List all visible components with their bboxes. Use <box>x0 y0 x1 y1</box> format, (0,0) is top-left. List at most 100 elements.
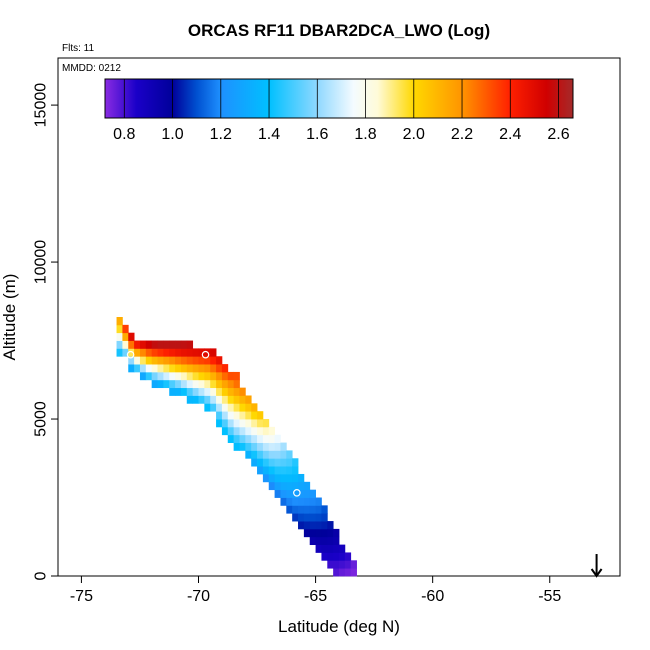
data-cell <box>186 348 194 357</box>
data-cell <box>327 521 334 530</box>
marker-group <box>126 350 301 497</box>
data-cell <box>145 340 153 349</box>
data-cell <box>157 356 164 365</box>
data-cell <box>163 371 170 381</box>
y-tick-label: 15000 <box>33 83 50 128</box>
colorbar-gradient <box>104 78 574 119</box>
data-cell <box>280 458 287 467</box>
data-cell <box>186 340 194 349</box>
data-cell <box>227 426 235 436</box>
data-cell <box>333 568 340 577</box>
chart-title: ORCAS RF11 DBAR2DCA_LWO (Log) <box>188 21 490 40</box>
data-cell <box>245 434 252 443</box>
data-cell <box>251 403 258 412</box>
data-cell <box>286 466 293 475</box>
data-cell <box>210 387 217 396</box>
x-axis-label: Latitude (deg N) <box>278 617 400 636</box>
data-cell <box>321 536 328 546</box>
x-tick-label: -70 <box>187 588 210 605</box>
data-cell <box>268 442 275 451</box>
data-cell <box>280 481 287 491</box>
data-cell <box>268 450 275 459</box>
data-cell <box>134 348 141 357</box>
data-cell <box>198 371 205 381</box>
data-cell <box>292 505 299 514</box>
data-cell <box>221 426 229 436</box>
data-cell <box>303 513 311 522</box>
data-cell <box>128 340 135 349</box>
data-cell <box>251 426 258 436</box>
data-cell <box>128 332 135 341</box>
data-cell <box>180 371 188 381</box>
colorbar-tick-label: 2.6 <box>547 126 569 143</box>
data-cell <box>169 340 176 349</box>
data-cell <box>309 497 316 506</box>
data-cell <box>157 379 164 389</box>
colorbar-tick-label: 1.2 <box>210 126 232 143</box>
data-cell <box>257 434 264 443</box>
data-cell <box>192 364 199 373</box>
data-cell <box>180 356 188 365</box>
data-cell <box>280 450 287 459</box>
data-cell <box>151 348 158 357</box>
data-cell <box>128 364 135 373</box>
data-cell <box>321 544 328 553</box>
marker-circle <box>201 350 210 359</box>
data-cell <box>192 379 199 389</box>
data-cell <box>233 411 240 420</box>
data-cell <box>274 458 281 467</box>
data-cell <box>116 332 123 341</box>
data-cell <box>192 387 199 396</box>
data-cell <box>245 403 252 412</box>
data-cell <box>210 348 217 357</box>
data-cell <box>233 387 240 396</box>
data-cell <box>303 521 311 530</box>
data-cell <box>134 356 141 365</box>
data-cell <box>315 513 322 522</box>
data-cell <box>175 379 182 389</box>
data-cell <box>251 434 258 443</box>
data-cell <box>221 364 229 373</box>
data-cell <box>227 395 235 404</box>
data-cell <box>327 536 334 546</box>
data-cell <box>262 458 270 467</box>
x-tick-label: -55 <box>538 588 561 605</box>
data-cell <box>169 371 176 381</box>
data-cell <box>274 434 281 443</box>
data-cell <box>257 426 264 436</box>
y-tick-label: 5000 <box>33 401 50 437</box>
data-cell <box>227 387 235 396</box>
data-cell <box>186 356 194 365</box>
data-cell <box>145 371 153 381</box>
data-cell <box>204 371 211 381</box>
data-cell <box>298 505 305 514</box>
data-cell <box>339 568 346 577</box>
data-cell <box>227 434 235 443</box>
data-cell <box>327 528 334 538</box>
data-cell <box>169 387 176 396</box>
marker-circle <box>126 350 135 359</box>
data-cell <box>292 489 299 498</box>
data-cell <box>221 387 229 396</box>
data-cell <box>210 403 217 412</box>
data-cell <box>128 348 135 357</box>
data-cell <box>245 450 252 459</box>
data-cell <box>134 364 141 373</box>
data-cell <box>180 348 188 357</box>
data-cell <box>309 505 316 514</box>
data-cell <box>204 356 211 365</box>
x-tick-label: -65 <box>304 588 327 605</box>
data-cell <box>169 348 176 357</box>
data-cell <box>274 481 281 491</box>
data-cell <box>157 348 164 357</box>
data-cell <box>315 505 322 514</box>
data-cell <box>321 521 328 530</box>
data-cell <box>180 387 188 396</box>
data-cell <box>303 497 311 506</box>
data-cell <box>233 419 240 428</box>
data-cell <box>186 371 194 381</box>
data-cell <box>303 481 311 491</box>
data-cell <box>280 489 287 498</box>
data-cell <box>286 481 293 491</box>
